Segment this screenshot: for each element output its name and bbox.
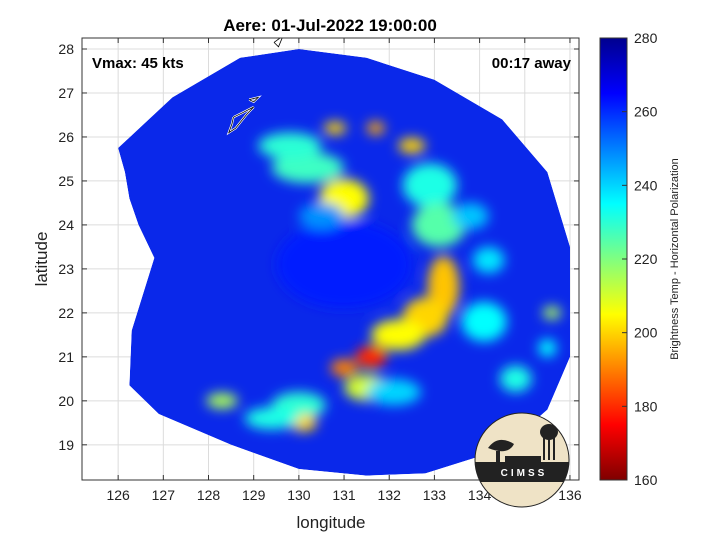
y-tick-label: 19 <box>58 437 74 453</box>
rainband-feature <box>472 246 505 274</box>
colorbar-tick-label: 220 <box>634 251 658 267</box>
x-tick-label: 131 <box>332 487 356 503</box>
colorbar-tick-label: 280 <box>634 30 658 46</box>
plot-area: 126127128129130131132133134135136 192021… <box>58 37 582 508</box>
x-tick-label: 129 <box>242 487 266 503</box>
x-tick-label: 132 <box>378 487 402 503</box>
colorbar-label: Brightness Temp - Horizontal Polarizatio… <box>669 158 681 360</box>
rainband-feature <box>244 407 299 430</box>
rainband-feature <box>271 152 345 184</box>
rainband-feature <box>452 202 489 230</box>
x-tick-label: 136 <box>558 487 582 503</box>
rainband-feature <box>402 163 458 208</box>
rainband-feature <box>366 378 421 406</box>
coastline-outline <box>273 38 283 48</box>
cimss-logo: CIMSS <box>474 412 570 508</box>
x-tick-label: 130 <box>287 487 311 503</box>
rainband-feature <box>355 345 387 368</box>
y-axis-ticks: 19 20 21 22 23 24 25 26 27 28 <box>58 41 579 453</box>
rainband-feature <box>371 319 426 351</box>
storm-eye <box>276 220 412 309</box>
x-axis-ticks: 126127128129130131132133134135136 <box>106 38 582 503</box>
y-tick-label: 24 <box>58 217 74 233</box>
y-tick-label: 22 <box>58 305 74 321</box>
building-icon <box>505 456 541 464</box>
colorbar-tick-label: 260 <box>634 104 658 120</box>
y-tick-label: 25 <box>58 173 74 189</box>
chart-title: Aere: 01-Jul-2022 19:00:00 <box>223 16 437 35</box>
plot-frame <box>81 37 580 481</box>
coastline-outline <box>249 96 260 103</box>
colorbar: 160 180 200 220 240 260 280 Brightness Temp - … <box>599 30 681 488</box>
rainband-feature <box>330 359 358 377</box>
colorbar-tick-label: 180 <box>634 398 658 414</box>
x-tick-label: 133 <box>423 487 447 503</box>
rainband-feature <box>461 301 507 342</box>
x-tick-label: 127 <box>152 487 176 503</box>
convective-features <box>206 121 561 432</box>
colorbar-ticks: 160 180 200 220 240 260 280 <box>622 30 658 488</box>
rainband-feature <box>206 392 238 409</box>
rainband-feature <box>323 121 347 135</box>
x-tick-label: 128 <box>197 487 221 503</box>
rainband-feature <box>366 121 385 135</box>
rainband-feature <box>398 137 426 154</box>
y-tick-label: 20 <box>58 393 74 409</box>
logo-text: CIMSS <box>501 468 548 479</box>
coastline-outline <box>228 106 254 134</box>
colorbar-tick-label: 200 <box>634 325 658 341</box>
y-tick-label: 26 <box>58 129 74 145</box>
vmax-label: Vmax: 45 kts <box>92 55 184 72</box>
x-axis-label: longitude <box>296 513 365 532</box>
colorbar-tick-label: 160 <box>634 472 658 488</box>
y-tick-label: 23 <box>58 261 74 277</box>
rainband-feature <box>258 132 322 159</box>
y-tick-label: 27 <box>58 85 74 101</box>
dish-icon <box>488 439 514 452</box>
rainband-feature <box>411 202 467 247</box>
rainband-feature <box>542 306 561 320</box>
x-tick-label: 126 <box>106 487 130 503</box>
y-axis-label: latitude <box>32 232 51 287</box>
coastlines <box>226 38 284 136</box>
microwave-swath <box>118 49 570 476</box>
rainband-feature <box>538 339 557 357</box>
logo-banner <box>475 462 569 482</box>
time-away-label: 00:17 away <box>492 55 572 72</box>
y-tick-label: 21 <box>58 349 74 365</box>
y-tick-label: 28 <box>58 41 74 57</box>
x-tick-label: 134 <box>468 487 492 503</box>
water-tower-icon <box>540 424 558 440</box>
colorbar-tick-label: 240 <box>634 177 658 193</box>
rainband-feature <box>499 365 532 393</box>
rainband-feature <box>298 202 345 230</box>
